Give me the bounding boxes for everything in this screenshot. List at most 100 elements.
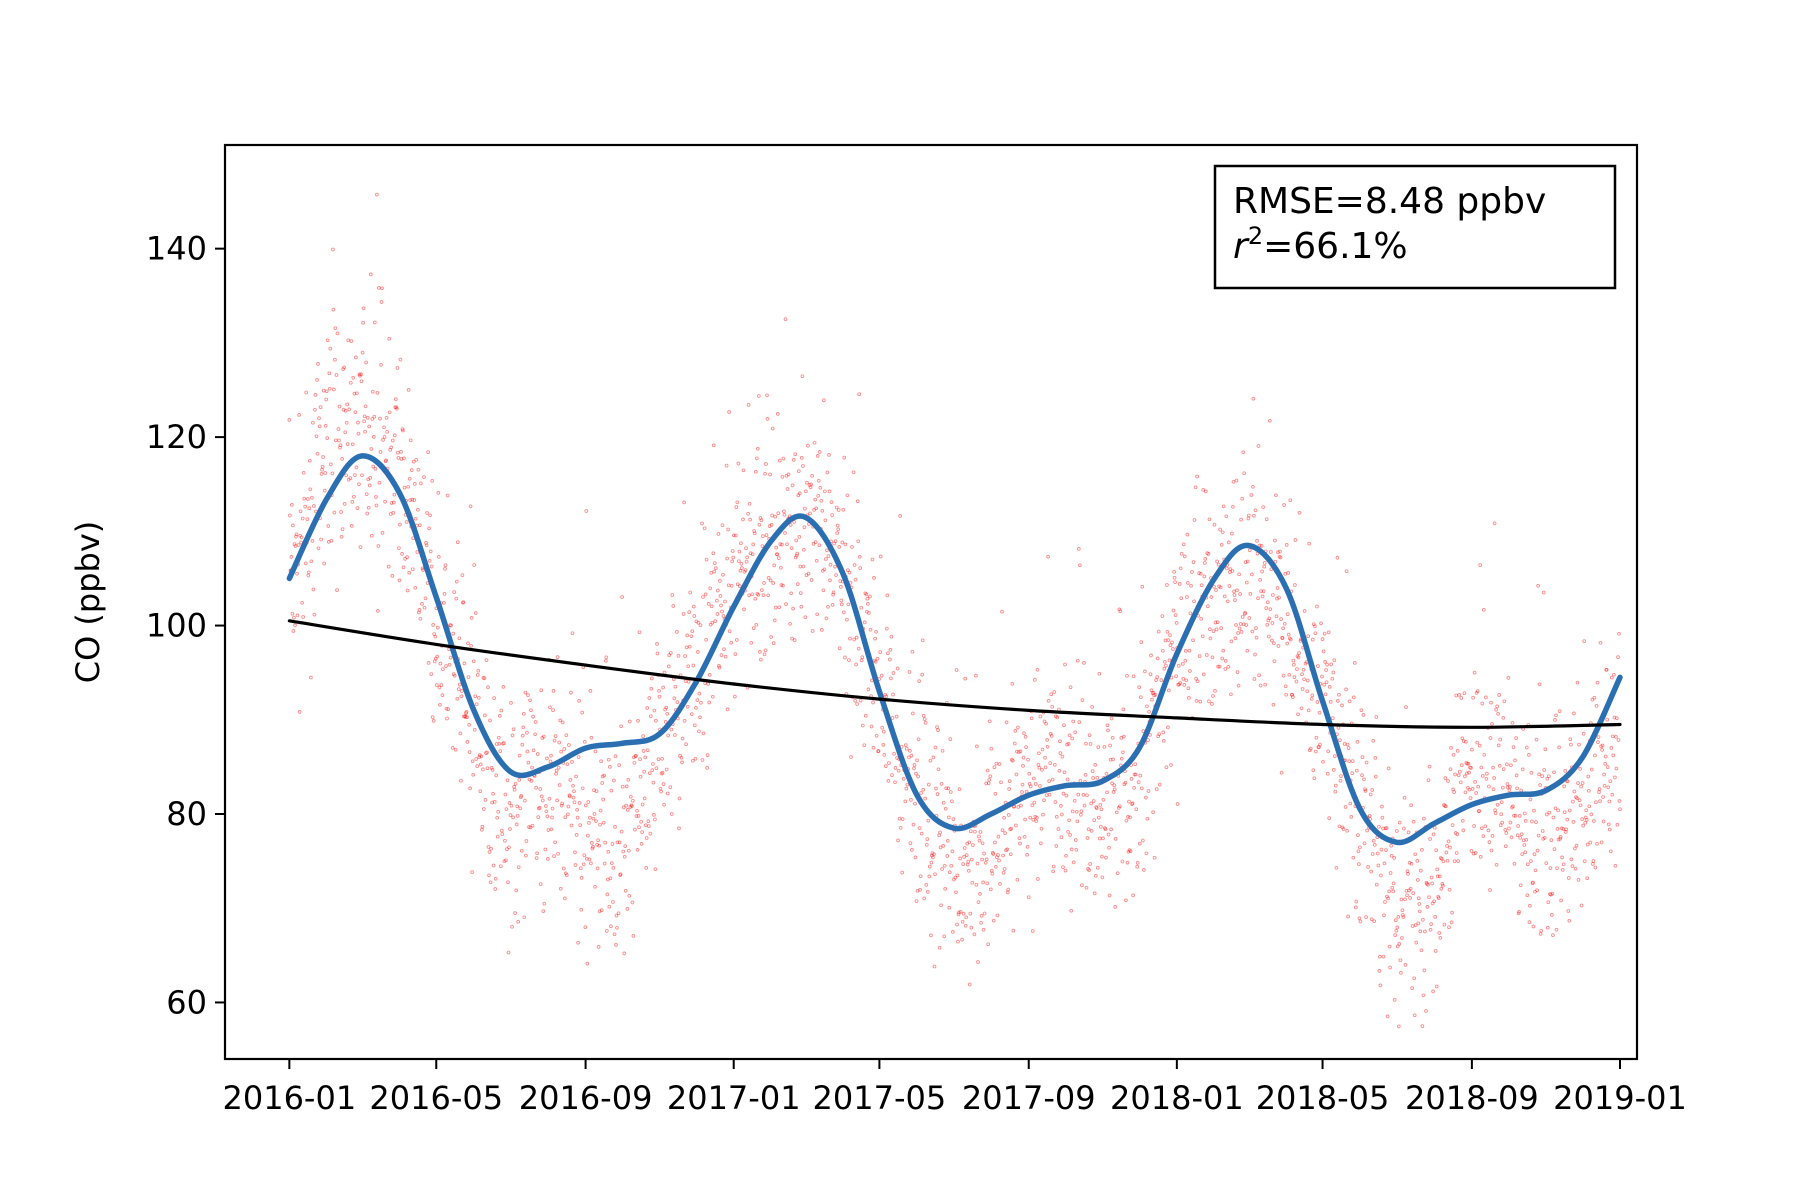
scatter-point xyxy=(1331,768,1336,772)
scatter-point xyxy=(1337,692,1341,697)
scatter-point xyxy=(661,685,665,690)
scatter-point xyxy=(1593,865,1598,870)
scatter-point xyxy=(1054,844,1059,848)
scatter-point xyxy=(995,913,1000,918)
scatter-point xyxy=(556,765,561,770)
scatter-point xyxy=(1286,571,1291,575)
scatter-point xyxy=(943,887,948,891)
scatter-point xyxy=(1374,715,1379,719)
scatter-point xyxy=(706,602,711,606)
scatter-point xyxy=(1394,928,1399,933)
scatter-point xyxy=(1433,915,1438,919)
scatter-point xyxy=(791,606,795,611)
scatter-point xyxy=(467,722,471,727)
scatter-point xyxy=(663,707,667,712)
scatter-point xyxy=(1597,790,1601,794)
scatter-point xyxy=(1024,789,1029,794)
scatter-point xyxy=(1004,848,1008,853)
scatter-point xyxy=(1005,847,1010,852)
scatter-point xyxy=(1383,900,1387,904)
scatter-point xyxy=(1617,631,1621,636)
scatter-point xyxy=(1268,550,1273,554)
scatter-point xyxy=(1183,649,1188,653)
scatter-point xyxy=(1551,933,1555,937)
scatter-point xyxy=(1442,922,1447,927)
scatter-point xyxy=(1287,636,1292,641)
scatter-point xyxy=(344,473,349,478)
scatter-point xyxy=(780,474,785,479)
r2-value: =66.1% xyxy=(1263,226,1408,267)
scatter-point xyxy=(692,614,697,618)
scatter-point xyxy=(864,592,869,597)
scatter-point xyxy=(749,640,754,645)
scatter-point xyxy=(1559,826,1564,831)
scatter-point xyxy=(1322,682,1326,687)
scatter-point xyxy=(332,387,336,392)
scatter-point xyxy=(1136,780,1141,784)
scatter-point xyxy=(907,670,912,674)
scatter-point xyxy=(1291,658,1296,663)
scatter-point xyxy=(1052,762,1057,767)
scatter-point xyxy=(1582,639,1587,643)
scatter-point xyxy=(562,747,567,751)
scatter-point xyxy=(1465,761,1470,766)
scatter-point xyxy=(640,802,645,807)
scatter-point xyxy=(559,749,564,754)
scatter-point xyxy=(675,700,680,704)
scatter-point xyxy=(1275,586,1280,590)
scatter-point xyxy=(1362,841,1367,846)
scatter-point xyxy=(654,766,659,771)
scatter-point xyxy=(888,647,893,652)
scatter-point xyxy=(292,615,296,620)
scatter-point xyxy=(1578,767,1582,771)
scatter-point xyxy=(420,566,425,571)
scatter-point xyxy=(628,805,633,809)
scatter-point xyxy=(607,904,612,909)
scatter-point xyxy=(1585,842,1590,847)
scatter-point xyxy=(417,608,422,612)
scatter-point xyxy=(1253,508,1258,513)
scatter-point xyxy=(1093,873,1098,878)
scatter-point xyxy=(541,909,546,913)
scatter-point xyxy=(927,874,932,879)
scatter-point xyxy=(953,875,958,880)
scatter-point xyxy=(634,814,639,818)
scatter-point xyxy=(1191,638,1195,643)
scatter-point xyxy=(401,428,405,433)
scatter-point xyxy=(514,822,519,827)
scatter-point xyxy=(505,778,510,783)
scatter-point xyxy=(442,592,447,596)
scatter-point xyxy=(862,743,867,748)
scatter-point xyxy=(1457,693,1462,697)
scatter-point xyxy=(1577,742,1581,747)
scatter-point xyxy=(468,504,473,509)
scatter-point xyxy=(1088,862,1092,866)
scatter-point xyxy=(1534,737,1539,742)
scatter-point xyxy=(359,372,363,377)
scatter-point xyxy=(463,715,468,719)
scatter-point xyxy=(1186,686,1191,691)
scatter-point xyxy=(854,662,858,667)
scatter-point xyxy=(611,900,615,904)
scatter-point xyxy=(401,565,406,570)
scatter-point xyxy=(1350,759,1355,763)
scatter-point xyxy=(1236,631,1240,635)
scatter-point xyxy=(1591,862,1595,866)
scatter-point xyxy=(995,855,999,860)
scatter-point xyxy=(430,479,435,483)
scatter-point xyxy=(817,450,822,454)
scatter-point xyxy=(962,846,967,850)
scatter-point xyxy=(1585,876,1590,881)
scatter-point xyxy=(698,623,703,627)
scatter-point xyxy=(918,874,923,879)
scatter-point xyxy=(1431,832,1436,837)
scatter-point xyxy=(746,403,751,407)
scatter-point xyxy=(1013,729,1018,733)
scatter-point xyxy=(602,773,607,778)
scatter-point xyxy=(348,380,353,385)
scatter-point xyxy=(731,533,736,538)
scatter-point xyxy=(433,656,438,661)
scatter-point xyxy=(573,850,577,855)
scatter-point xyxy=(1542,835,1547,840)
scatter-point xyxy=(1504,831,1509,835)
